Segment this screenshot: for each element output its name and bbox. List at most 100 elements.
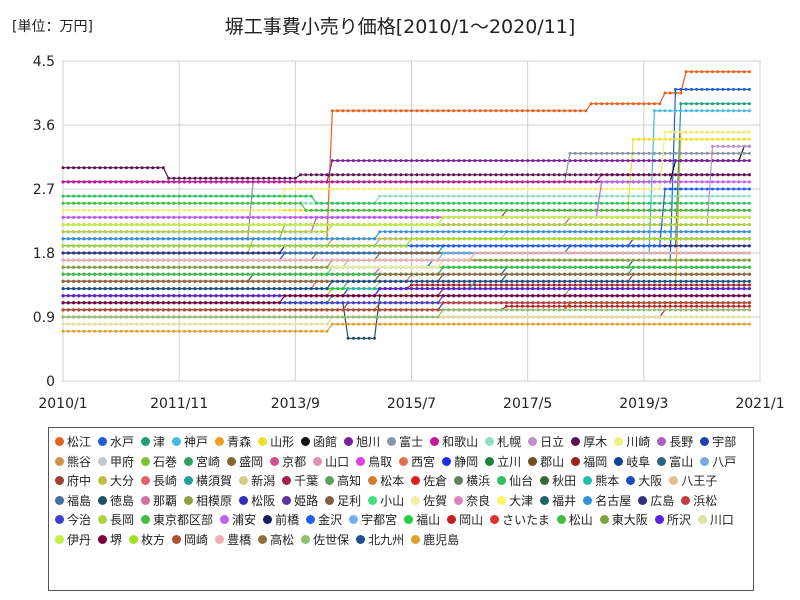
series-point — [568, 187, 572, 191]
series-point — [135, 180, 139, 184]
series-point — [468, 173, 472, 177]
series-point — [726, 70, 730, 74]
series-point — [388, 173, 392, 177]
series-point — [594, 151, 598, 155]
series-point — [505, 159, 508, 163]
series-point — [726, 173, 730, 177]
series-point — [689, 173, 693, 177]
series-point — [436, 159, 440, 163]
series-point — [114, 180, 118, 184]
series-point — [394, 173, 398, 177]
series-point — [695, 151, 699, 155]
series-point — [579, 151, 582, 155]
series-point — [626, 159, 630, 163]
series-point — [341, 109, 345, 113]
series-point — [679, 130, 683, 134]
series-point — [674, 173, 677, 177]
series-point — [594, 194, 598, 198]
series-point — [684, 173, 688, 177]
series-point — [737, 144, 741, 148]
series-point — [668, 151, 672, 155]
series-point — [721, 87, 725, 91]
series-point — [658, 187, 662, 191]
series-point — [721, 130, 725, 134]
series-point — [726, 137, 730, 141]
series-point — [647, 194, 651, 198]
series-point — [647, 173, 651, 177]
series-point — [747, 109, 751, 113]
series-point — [415, 180, 419, 184]
series-point — [473, 194, 477, 198]
series-point — [610, 159, 614, 163]
series-point — [378, 173, 382, 177]
series-point — [431, 180, 435, 184]
series-point — [404, 187, 408, 191]
series-point — [452, 109, 456, 113]
series-point — [483, 194, 487, 198]
series-point — [447, 194, 450, 198]
series-point — [367, 109, 371, 113]
series-point — [711, 283, 714, 287]
series-point — [468, 194, 472, 198]
series-point — [130, 180, 134, 184]
series-point — [637, 173, 641, 177]
series-point — [378, 180, 382, 184]
series-point — [658, 283, 662, 287]
series-point — [362, 187, 366, 191]
series-point — [631, 283, 635, 287]
series-point — [679, 137, 683, 141]
series-point — [668, 137, 672, 141]
series-point — [684, 102, 688, 106]
series-point — [167, 176, 171, 180]
series-point — [288, 176, 292, 180]
series-point — [489, 283, 493, 287]
series-point — [689, 283, 693, 287]
series-point — [93, 208, 97, 212]
series-point — [483, 109, 487, 113]
series-point — [726, 159, 730, 163]
series-point — [235, 180, 239, 184]
series-point — [109, 166, 112, 170]
series-point — [679, 159, 683, 163]
series-point — [235, 208, 239, 212]
series-point — [615, 173, 619, 177]
series-point — [610, 173, 614, 177]
series-point — [119, 180, 123, 184]
series-point — [420, 159, 424, 163]
series-point — [135, 208, 139, 212]
series-point — [140, 180, 144, 184]
series-point — [642, 283, 646, 287]
series-point — [652, 159, 656, 163]
series-point — [219, 208, 223, 212]
series-point — [330, 159, 334, 163]
series-point — [737, 87, 741, 91]
series-point — [568, 283, 572, 287]
series-point — [146, 166, 149, 170]
series-point — [494, 159, 498, 163]
series-point — [637, 159, 641, 163]
series-point — [695, 194, 699, 198]
series-point — [410, 194, 413, 198]
series-point — [684, 87, 688, 91]
series-point — [711, 173, 714, 177]
series-point — [262, 176, 266, 180]
series-point — [272, 208, 276, 212]
series-point — [526, 187, 530, 191]
series-point — [330, 109, 334, 113]
series-point — [383, 237, 387, 241]
series-point — [441, 109, 445, 113]
series-point — [436, 173, 440, 177]
series-point — [579, 109, 582, 113]
series-point — [441, 283, 445, 287]
series-point — [404, 173, 408, 177]
series-point — [489, 194, 493, 198]
series-point — [320, 187, 324, 191]
series-point — [510, 283, 514, 287]
series-point — [383, 180, 387, 184]
series-point — [478, 173, 482, 177]
series-point — [732, 102, 736, 106]
series-point — [468, 180, 472, 184]
series-point — [742, 87, 746, 91]
series-point — [209, 208, 213, 212]
series-point — [188, 208, 192, 212]
